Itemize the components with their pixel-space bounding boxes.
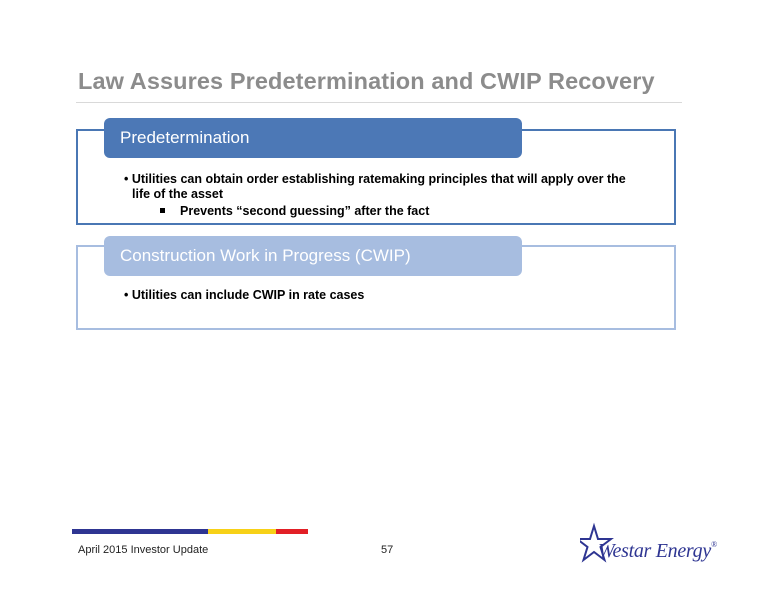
- bullet-line-2: life of the asset: [132, 187, 223, 201]
- cwip-header-label: Construction Work in Progress (CWIP): [120, 246, 411, 265]
- footer-label: April 2015 Investor Update: [78, 544, 209, 556]
- sub-bullet-text: Prevents “second guessing” after the fac…: [180, 204, 430, 218]
- star-icon: [580, 522, 614, 563]
- cwip-bullet: • Utilities can include CWIP in rate cas…: [124, 288, 365, 302]
- predetermination-header: Predetermination: [104, 118, 522, 158]
- predetermination-sub-bullet: Prevents “second guessing” after the fac…: [160, 204, 429, 219]
- westar-energy-logo: Westar Energy®: [580, 522, 717, 570]
- title-divider: [76, 102, 682, 103]
- footer-bar-yellow: [208, 529, 276, 534]
- predetermination-bullet: • Utilities can obtain order establishin…: [124, 172, 644, 202]
- footer-bar-blue: [72, 529, 208, 534]
- bullet-line-1: • Utilities can obtain order establishin…: [124, 172, 626, 186]
- slide-title: Law Assures Predetermination and CWIP Re…: [78, 68, 655, 94]
- cwip-header: Construction Work in Progress (CWIP): [104, 236, 522, 276]
- page-number: 57: [381, 544, 394, 556]
- logo-wordmark: Westar Energy®: [598, 540, 717, 562]
- footer-bar-red: [276, 529, 308, 534]
- predetermination-header-label: Predetermination: [120, 128, 250, 147]
- square-bullet-icon: [160, 208, 165, 214]
